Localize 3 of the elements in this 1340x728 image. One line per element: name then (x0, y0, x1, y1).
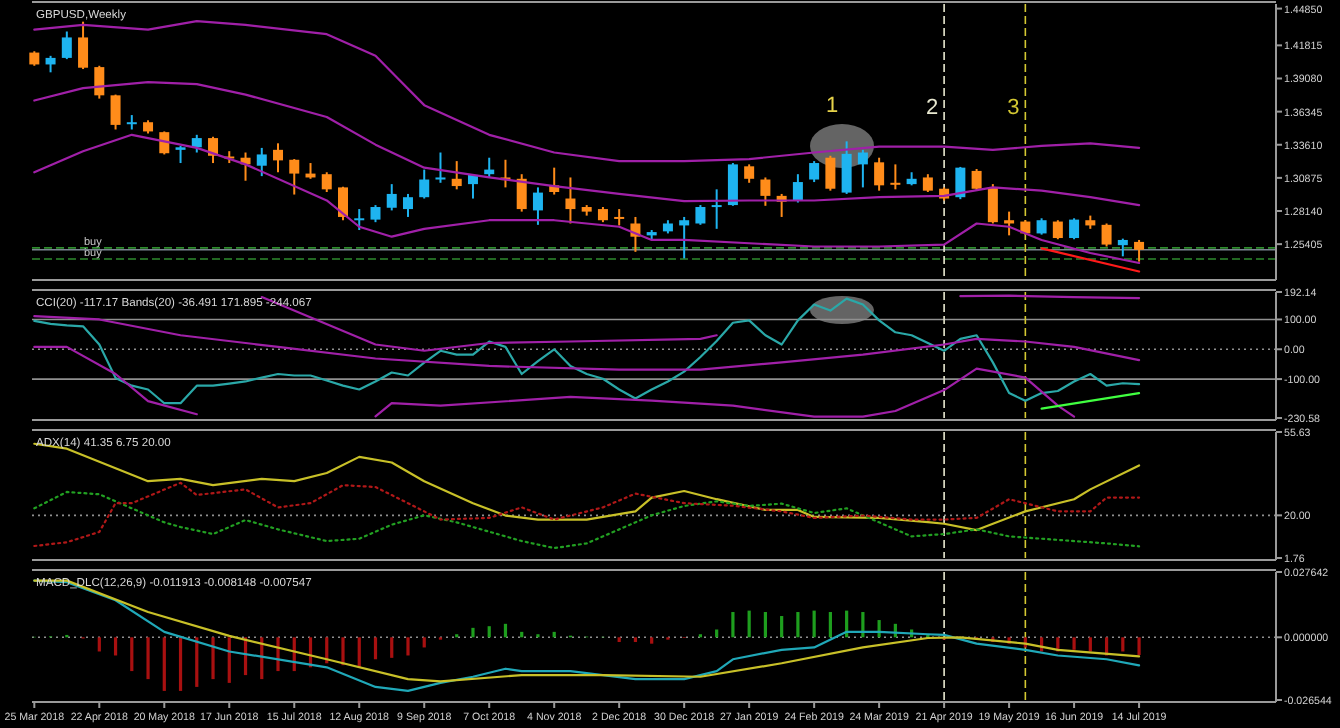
ref-line-label: 3 (1007, 96, 1020, 120)
annotation: 1 (825, 94, 839, 118)
ref-line-label: 2 (925, 96, 939, 120)
